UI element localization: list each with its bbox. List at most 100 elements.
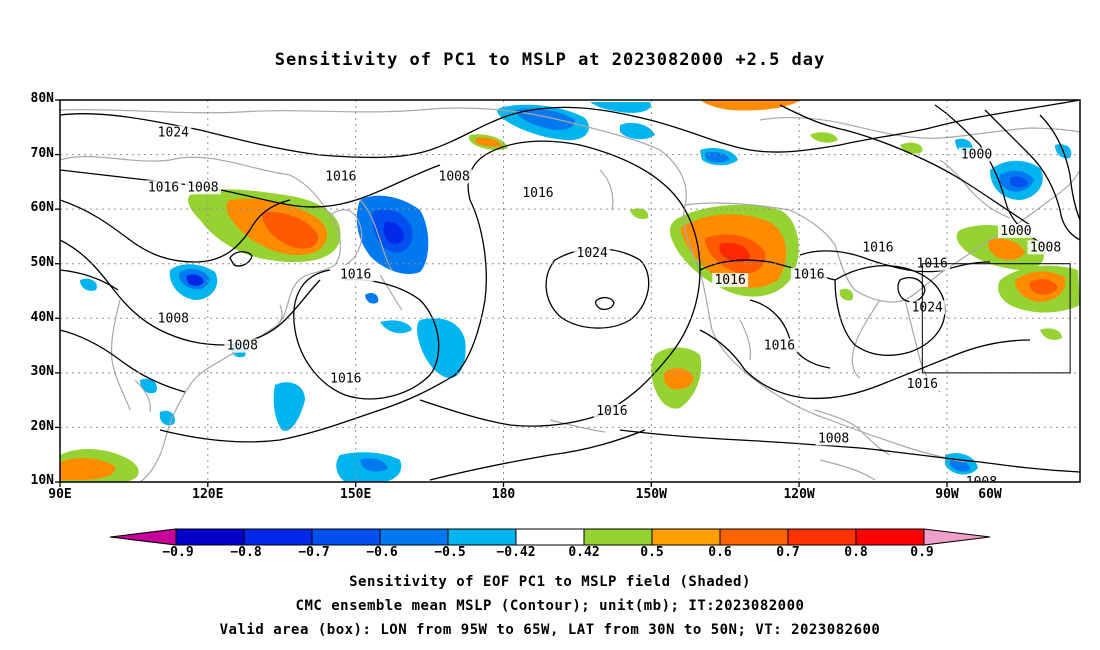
contour-label-bg xyxy=(155,125,192,140)
colorbar-segment xyxy=(583,528,653,546)
lon-label: 90E xyxy=(48,487,72,502)
contour-label: 1008 xyxy=(966,475,997,490)
contour-label-bg xyxy=(519,185,556,200)
contour-label-bg xyxy=(958,147,995,162)
contour-label: 1024 xyxy=(158,126,189,141)
contour-label-bg xyxy=(327,371,364,386)
caption-shaded: Sensitivity of EOF PC1 to MSLP field (Sh… xyxy=(349,574,751,590)
contour-label-bg xyxy=(436,169,473,184)
lon-label: 180 xyxy=(491,487,516,502)
colorbar-tick-label: −0.5 xyxy=(434,545,466,560)
contour-label: 1008 xyxy=(187,180,218,195)
contour-label: 1016 xyxy=(862,240,893,255)
lon-label: 120W xyxy=(783,487,815,502)
colorbar-tick-label: −0.42 xyxy=(496,545,536,560)
lat-label: 10N xyxy=(30,473,54,488)
colorbar-segment xyxy=(311,528,381,546)
colorbar-tick-label: −0.7 xyxy=(298,545,330,560)
contour-label-bg xyxy=(904,376,941,391)
contour-label-bg xyxy=(184,180,221,195)
colorbar-segment xyxy=(719,528,789,546)
colorbar-tick-label: 0.8 xyxy=(844,545,868,560)
colorbar-tick-label: 0.42 xyxy=(568,545,600,560)
colorbar-segment xyxy=(651,528,721,546)
contour-label-bg xyxy=(224,338,261,353)
colorbar-extend-low xyxy=(109,528,177,546)
colorbar-segment xyxy=(447,528,517,546)
contour-label-bg xyxy=(574,245,611,260)
lat-label: 40N xyxy=(30,310,54,325)
colorbar-tick-label: 0.6 xyxy=(708,545,732,560)
colorbar-segment xyxy=(855,528,925,546)
lat-label: 70N xyxy=(30,146,54,161)
coastlines xyxy=(60,107,1080,482)
contour-label-bg xyxy=(155,311,192,326)
contour-label: 1016 xyxy=(330,371,361,386)
colorbar-segment xyxy=(243,528,313,546)
colorbar-tick-label: −0.8 xyxy=(230,545,262,560)
contour-label-bg xyxy=(145,180,182,195)
contour-label: 1008 xyxy=(818,431,849,446)
contour-label: 1016 xyxy=(764,339,795,354)
lon-label: 150E xyxy=(340,487,372,502)
lat-label: 60N xyxy=(30,200,54,215)
colorbar-segment xyxy=(175,528,245,546)
plot-title: Sensitivity of PC1 to MSLP at 2023082000… xyxy=(274,50,826,70)
lat-label: 30N xyxy=(30,364,54,379)
lat-label: 50N xyxy=(30,255,54,270)
contour-label: 1008 xyxy=(439,169,470,184)
contour-label-bg xyxy=(761,338,798,353)
colorbar-segment xyxy=(379,528,449,546)
lat-label: 80N xyxy=(30,91,54,106)
contour-label: 1008 xyxy=(1030,240,1061,255)
contour-label: 1016 xyxy=(148,180,179,195)
colorbar-segment xyxy=(787,528,857,546)
contour-label-bg xyxy=(1027,240,1064,255)
contour-label-bg xyxy=(859,240,896,255)
contour-label-bg xyxy=(593,404,630,419)
contour-label: 1000 xyxy=(1000,224,1031,239)
colorbar-tick-label: 0.9 xyxy=(910,545,934,560)
contour-label: 1016 xyxy=(596,404,627,419)
contour-label: 1024 xyxy=(912,300,943,315)
shaded-sensitivity xyxy=(60,100,1080,482)
contour-label: 1016 xyxy=(793,268,824,283)
caption-valid-area: Valid area (box): LON from 95W to 65W, L… xyxy=(219,622,881,638)
contour-label-bg xyxy=(815,431,852,446)
contour-label: 1016 xyxy=(714,273,745,288)
colorbar-tick-label: 0.5 xyxy=(640,545,664,560)
contour-label: 1024 xyxy=(577,246,608,261)
lon-label: 90W xyxy=(935,487,959,502)
map-frame xyxy=(59,99,1081,483)
lat-label: 20N xyxy=(30,419,54,434)
lon-label: 120E xyxy=(192,487,224,502)
colorbar xyxy=(109,528,991,546)
contour-label-bg xyxy=(337,267,374,282)
contour-label-bg xyxy=(963,475,1000,482)
grid-lines xyxy=(60,100,1080,482)
colorbar-tick-label: −0.6 xyxy=(366,545,398,560)
contour-label: 1016 xyxy=(522,186,553,201)
lon-label: 60W xyxy=(978,487,1002,502)
contour-label: 1016 xyxy=(325,169,356,184)
contour-label-bg xyxy=(909,300,946,315)
colorbar-extend-high xyxy=(923,528,991,546)
lon-label: 150W xyxy=(635,487,667,502)
contour-label: 1016 xyxy=(907,377,938,392)
contour-label: 1008 xyxy=(227,339,258,354)
valid-area-box xyxy=(921,263,1071,374)
contour-label: 1016 xyxy=(340,268,371,283)
colorbar-tick-label: −0.9 xyxy=(162,545,194,560)
contour-label-bg xyxy=(790,267,827,282)
contour-label-bg xyxy=(997,223,1034,238)
contour-label: 1008 xyxy=(158,311,189,326)
contour-label-bg xyxy=(322,169,359,184)
axis-ticks xyxy=(55,99,948,487)
contour-label-bg xyxy=(712,273,749,288)
colorbar-segment xyxy=(515,528,585,546)
contour-labels: 1024 1016 1008 1008 1008 1016 1016 1016 1008 1016… xyxy=(145,125,1064,490)
colorbar-tick-label: 0.7 xyxy=(776,545,800,560)
contour-label: 1000 xyxy=(961,148,992,163)
caption-contour: CMC ensemble mean MSLP (Contour); unit(m… xyxy=(295,598,805,614)
